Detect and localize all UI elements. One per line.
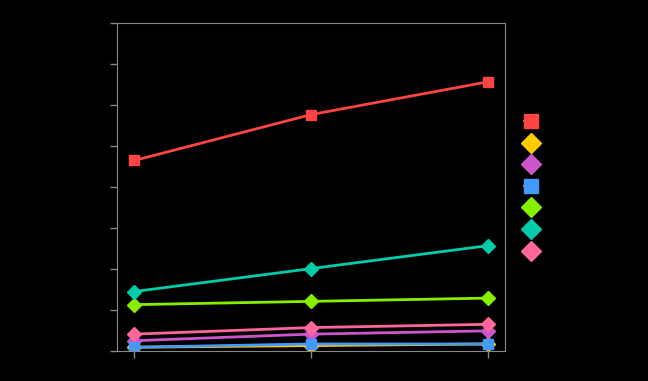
Legend: , , , , , , : , , , , , , bbox=[524, 115, 540, 259]
